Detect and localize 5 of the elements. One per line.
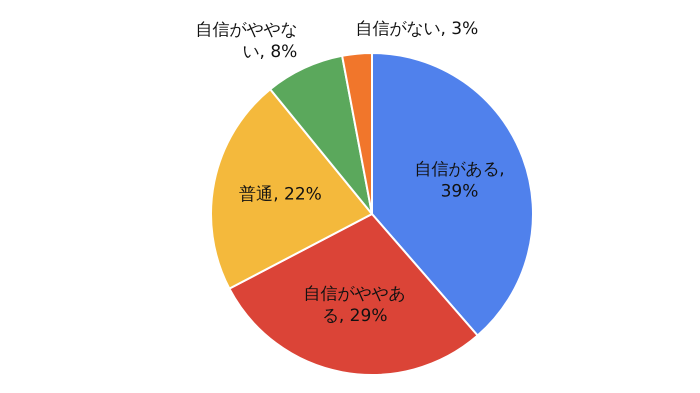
slice-label: 自信がややない, 8% xyxy=(195,20,298,62)
slice-label: 自信がある, 39% xyxy=(414,160,505,202)
slice-label: 自信がない, 3% xyxy=(356,19,478,40)
slice-label: 普通, 22% xyxy=(239,184,322,205)
slice-label: 自信がややある, 29% xyxy=(304,284,406,326)
